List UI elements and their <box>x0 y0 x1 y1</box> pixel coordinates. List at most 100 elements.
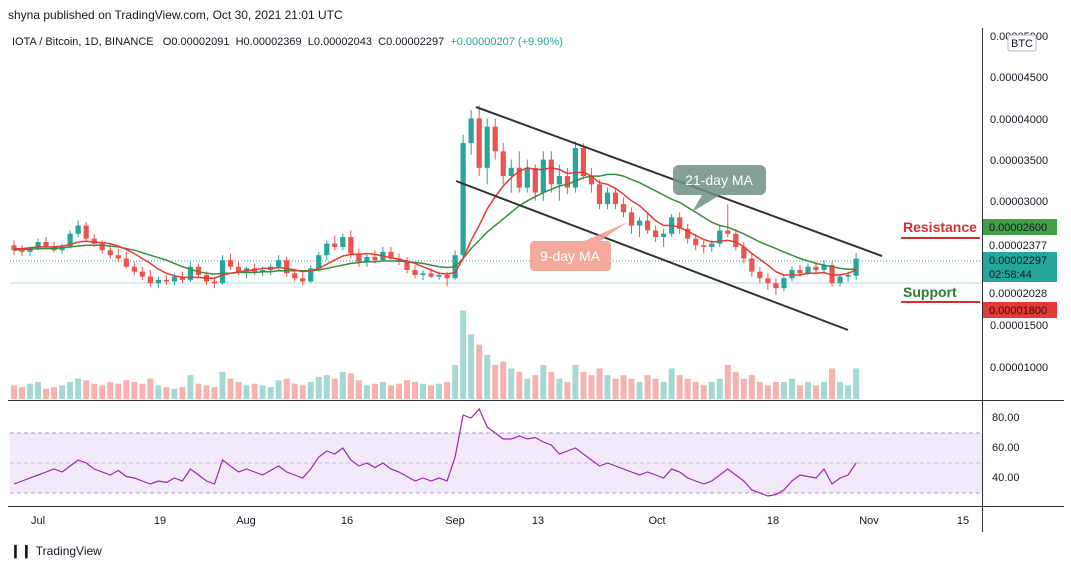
volume-bar <box>636 382 643 399</box>
candle-body <box>131 266 137 272</box>
candle <box>733 228 739 251</box>
candle-body <box>115 255 121 259</box>
candle <box>155 276 161 289</box>
volume-bar <box>604 375 611 399</box>
candle-body <box>348 237 354 254</box>
time-axis-label: 15 <box>957 515 969 527</box>
candle <box>308 265 314 284</box>
candle <box>644 213 651 234</box>
candle-body <box>308 268 314 282</box>
tradingview-footer[interactable]: ❙❙ TradingView <box>10 543 102 559</box>
price-axis-label: 0.00003500 <box>990 155 1048 167</box>
candle-body <box>356 253 362 262</box>
volume-bar <box>267 387 274 399</box>
time-axis-label: Aug <box>236 515 256 527</box>
candle <box>853 252 859 280</box>
resistance-price-tag <box>983 219 1057 235</box>
volume-bar <box>564 382 571 399</box>
volume-bar <box>724 365 731 399</box>
candle <box>653 225 659 242</box>
candle-body <box>564 176 570 188</box>
candle-body <box>195 266 202 275</box>
volume-bar <box>67 382 74 399</box>
candle-body <box>717 230 723 244</box>
candle <box>588 167 595 193</box>
volume-bar <box>468 334 475 399</box>
candle-body <box>59 246 65 251</box>
volume-bar <box>139 383 146 399</box>
volume-bar <box>99 385 106 399</box>
volume-bar <box>532 375 539 399</box>
candle <box>11 240 17 256</box>
candle-body <box>444 274 450 279</box>
candle-body <box>500 151 506 177</box>
volume-bar <box>556 378 563 399</box>
candle <box>548 151 554 193</box>
volume-bar <box>51 387 58 399</box>
volume-bar <box>379 382 386 399</box>
candle <box>420 270 426 280</box>
candle <box>67 230 73 249</box>
channel-lower-trendline[interactable] <box>455 180 849 331</box>
volume-bar <box>171 388 178 399</box>
candle <box>604 187 611 210</box>
candle-body <box>749 258 755 272</box>
volume-bar <box>251 383 258 399</box>
change-value: +0.00000207 (+9.90%) <box>450 36 563 48</box>
volume-bar <box>291 383 298 399</box>
candle-body <box>316 255 322 269</box>
volume-bar <box>211 387 218 399</box>
time-axis-label: Oct <box>648 515 665 527</box>
candle-body <box>83 225 89 239</box>
candle-body <box>364 256 370 262</box>
volume-bar <box>692 382 699 399</box>
candle-body <box>733 233 739 247</box>
volume-bar <box>19 387 26 399</box>
volume-bar <box>35 382 42 399</box>
time-axis-label: 13 <box>532 515 544 527</box>
candle <box>364 253 370 267</box>
volume-bar <box>59 385 66 399</box>
candle <box>556 164 562 201</box>
candle <box>620 197 627 218</box>
candle-body <box>388 251 394 259</box>
candle-body <box>171 276 177 282</box>
candle-body <box>636 220 643 226</box>
ma21-line <box>13 173 857 275</box>
candle-body <box>532 167 538 193</box>
btc-badge[interactable]: BTC <box>1007 34 1037 52</box>
candle <box>765 273 771 290</box>
candle <box>508 159 514 193</box>
candle-body <box>276 260 282 267</box>
volume-bar <box>452 365 459 399</box>
volume-bar <box>540 365 547 399</box>
volume-bar <box>131 382 138 399</box>
candle-body <box>99 243 105 251</box>
volume-bar <box>829 368 836 399</box>
candle-body <box>43 242 49 247</box>
volume-bar <box>219 371 226 399</box>
volume-bars <box>11 310 860 399</box>
volume-bar <box>572 365 579 399</box>
volume-bar <box>644 375 651 399</box>
candle <box>187 261 194 282</box>
candle-body <box>588 176 595 185</box>
volume-bar <box>516 371 523 399</box>
candle-body <box>797 270 803 274</box>
volume-bar <box>788 378 795 399</box>
volume-bar <box>764 385 771 399</box>
candle <box>219 255 226 285</box>
candle <box>404 256 410 274</box>
volume-bar <box>444 382 451 399</box>
volume-bar <box>821 382 828 399</box>
symbol-name[interactable]: IOTA / Bitcoin, 1D, BINANCE <box>12 36 154 48</box>
candle-body <box>596 184 603 205</box>
candle-body <box>685 228 691 239</box>
candle <box>701 240 707 254</box>
volume-bar <box>660 382 667 399</box>
volume-bar <box>259 385 266 399</box>
volume-bar <box>853 368 860 399</box>
volume-bar <box>508 368 515 399</box>
candle-body <box>693 238 699 246</box>
